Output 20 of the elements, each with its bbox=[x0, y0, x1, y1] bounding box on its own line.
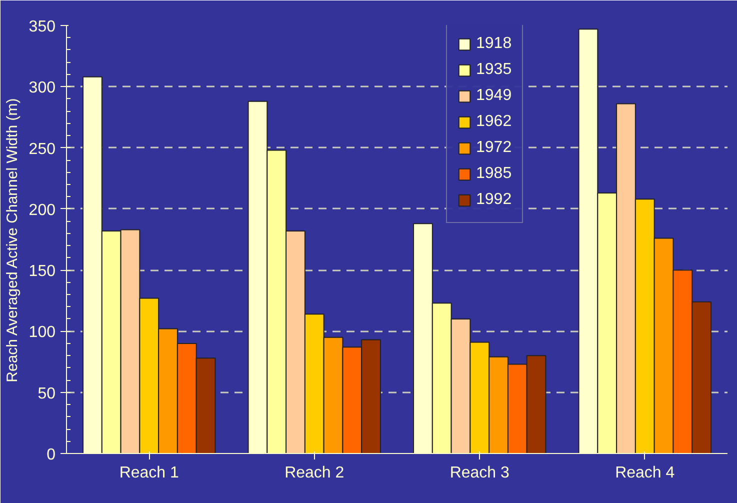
x-tick-label: Reach 2 bbox=[284, 464, 344, 482]
x-tick-label: Reach 3 bbox=[450, 464, 510, 482]
legend-label: 1949 bbox=[476, 86, 512, 106]
y-tick-label: 300 bbox=[28, 80, 56, 97]
legend-label: 1935 bbox=[476, 60, 512, 80]
y-tick-label: 150 bbox=[28, 263, 56, 280]
legend-label: 1962 bbox=[476, 112, 512, 132]
y-tick-label: 50 bbox=[38, 385, 56, 402]
x-tick-label: Reach 1 bbox=[119, 464, 180, 482]
x-tick-label: Reach 4 bbox=[615, 464, 675, 482]
y-tick-label: 100 bbox=[28, 324, 56, 342]
y-tick-label: 0 bbox=[46, 446, 56, 464]
y-tick-label: 350 bbox=[28, 18, 56, 36]
legend-label: 1992 bbox=[476, 190, 512, 210]
legend-label: 1918 bbox=[476, 34, 512, 54]
y-tick-label: 250 bbox=[28, 140, 56, 158]
legend-label: 1985 bbox=[476, 164, 512, 184]
legend-label: 1972 bbox=[476, 138, 512, 158]
y-tick-label: 200 bbox=[28, 202, 56, 219]
y-axis-title: Reach Averaged Active Channel Width (m) bbox=[4, 98, 21, 382]
